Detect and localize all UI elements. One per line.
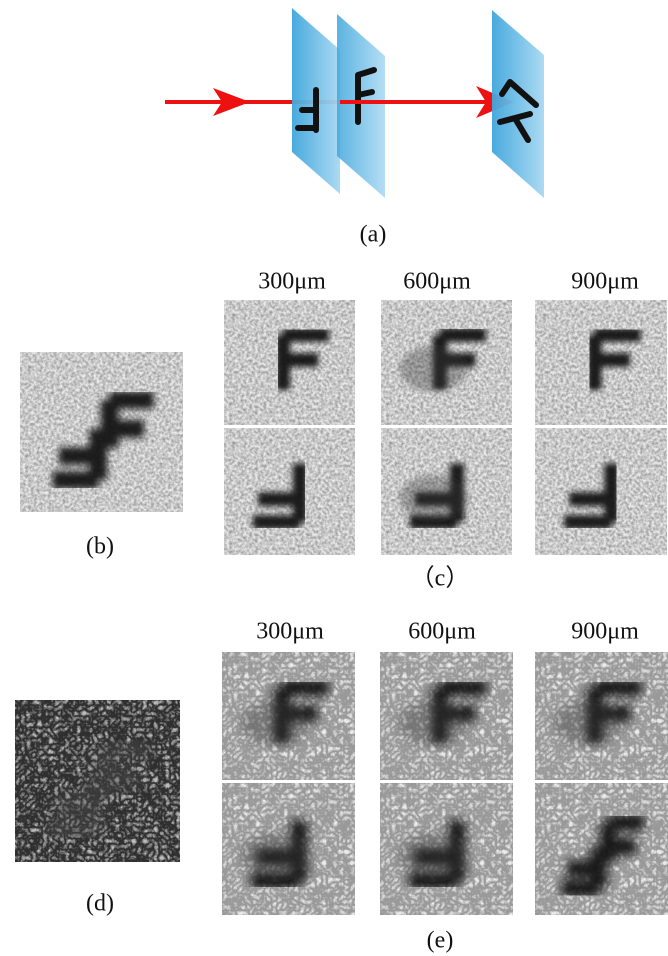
image-tile	[535, 652, 668, 780]
image-tile	[15, 700, 180, 862]
image-tile	[222, 783, 355, 915]
image-tile	[20, 352, 183, 512]
haze	[399, 699, 468, 745]
distance-label: 300μm	[256, 619, 324, 645]
haze	[399, 832, 468, 880]
panel-label: （c）	[411, 566, 470, 592]
haze	[241, 699, 310, 745]
figure: (a) 300μm 600μm 900μm (b) （c） 300μm 600μm 900μm (…	[0, 0, 668, 956]
image-tile	[380, 783, 513, 915]
image-tile	[380, 652, 513, 780]
haze	[241, 832, 310, 880]
image-tile	[224, 428, 355, 555]
optical-diagram	[165, 8, 544, 198]
panel-label: (a)	[360, 222, 387, 248]
tile-noise	[535, 428, 667, 555]
image-tile	[535, 300, 667, 425]
distance-label: 600μm	[408, 619, 476, 645]
haze	[554, 699, 623, 745]
haze	[399, 346, 467, 391]
image-tile	[222, 652, 355, 780]
haze	[399, 475, 467, 521]
image-tile	[535, 428, 667, 555]
distance-label: 900μm	[571, 269, 639, 295]
tile-noise	[224, 428, 355, 555]
image-tile	[535, 783, 668, 915]
panel-label: (e)	[427, 928, 454, 954]
panel-label: (d)	[86, 891, 114, 917]
distance-label: 600μm	[403, 269, 471, 295]
image-tile	[224, 300, 355, 425]
image-tile	[381, 300, 512, 425]
distance-label: 300μm	[258, 269, 326, 295]
panel-label: (b)	[86, 534, 114, 560]
distance-label: 900μm	[571, 619, 639, 645]
image-tile	[381, 428, 512, 555]
